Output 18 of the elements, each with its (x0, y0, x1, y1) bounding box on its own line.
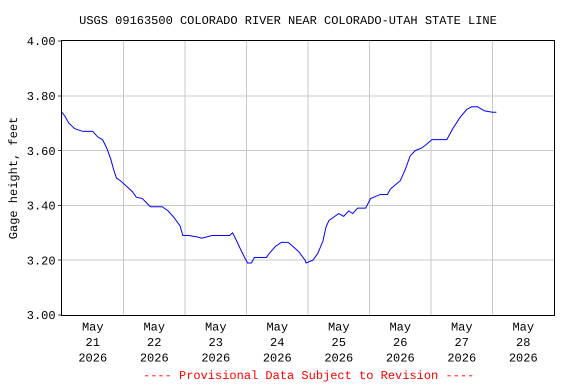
y-tick-label: 4.00 (26, 35, 56, 50)
x-tick-label: May 27 2026 (447, 320, 476, 366)
y-tick-label: 3.80 (26, 90, 56, 104)
x-tick-label: May 24 2026 (262, 320, 292, 366)
x-tick-label: May 28 2026 (508, 320, 538, 366)
x-tick-label: May 22 2026 (140, 320, 169, 366)
x-tick-label: May 21 2026 (78, 320, 108, 366)
y-tick-label: 3.60 (26, 144, 56, 159)
y-tick-label: 3.40 (26, 200, 56, 214)
x-tick-label: May 23 2026 (201, 320, 230, 366)
chart-title: USGS 09163500 COLORADO RIVER NEAR COLORADO-UTAH STATE LINE (79, 14, 497, 28)
x-tick-label: May 26 2026 (386, 320, 415, 366)
y-tick-label: 3.00 (26, 309, 56, 324)
line-series (62, 106, 497, 264)
y-axis-title: Gage height, feet (7, 116, 22, 240)
y-tick-label: 3.20 (26, 254, 56, 268)
x-tick-label: May 25 2026 (324, 320, 354, 366)
text: ---- Provisional Data Subject to Revision ---- (143, 369, 474, 383)
